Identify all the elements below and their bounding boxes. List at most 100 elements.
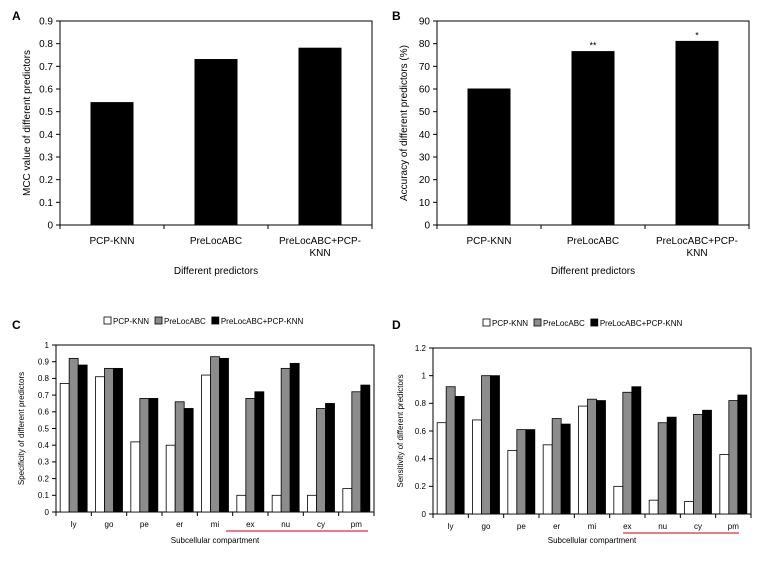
bar-go-prelocabc	[104, 367, 114, 513]
bar-pcp-knn	[90, 102, 134, 226]
bar-er-prelocabc	[174, 401, 185, 513]
bar-mi-pcp-knn	[578, 405, 588, 515]
bar-go-prelocabc	[481, 375, 491, 515]
x-tick-label: mi	[211, 520, 220, 529]
x-tick-label: ly	[71, 520, 77, 529]
bar-ly-pcp-knn	[59, 383, 70, 513]
y-tick-label: 0.9	[39, 17, 53, 28]
bar-cy-pcp-knn	[307, 494, 317, 513]
y-tick-label: 70	[419, 62, 431, 73]
bar-mi-pcp-knn	[201, 374, 211, 513]
bar-ex-prelocabc-pcp-knn	[254, 391, 265, 513]
legend-label: PreLocABC	[164, 317, 206, 326]
bar-er-prelocabc	[551, 418, 562, 515]
y-tick-label: 0.5	[39, 107, 53, 118]
y-tick-label: 0.8	[38, 374, 50, 383]
x-tick-label: pe	[517, 522, 526, 531]
bar-nu-pcp-knn	[271, 494, 282, 513]
bar-ex-prelocabc	[622, 391, 633, 515]
legend-swatch	[154, 316, 163, 325]
y-tick-label: 0.6	[415, 427, 427, 436]
y-tick-label: 0.3	[39, 153, 53, 164]
x-tick-label: cy	[317, 520, 325, 529]
bar-ly-prelocabc-pcp-knn	[454, 396, 465, 515]
bar-ex-pcp-knn	[613, 485, 624, 515]
x-tick-label: ex	[623, 522, 631, 531]
bar-nu-prelocabc-pcp-knn	[666, 416, 677, 515]
x-tick-label: pm	[351, 520, 362, 529]
y-tick-label: 90	[419, 17, 431, 28]
legend-label: PCP-KNN	[113, 317, 149, 326]
x-tick-label: go	[105, 520, 114, 529]
bar-pm-pcp-knn	[342, 488, 353, 513]
x-tick-label: cy	[694, 522, 702, 531]
x-axis-label: Different predictors	[174, 266, 258, 277]
bar-mi-prelocabc-pcp-knn	[219, 357, 229, 513]
bar-ex-prelocabc	[245, 398, 256, 513]
x-tick-label: pe	[140, 520, 149, 529]
y-tick-label: 10	[419, 198, 431, 209]
bar-ex-pcp-knn	[236, 494, 247, 513]
x-tick-label: PreLocABC	[567, 236, 619, 247]
legend-swatch	[533, 318, 542, 327]
bar-nu-pcp-knn	[648, 499, 659, 515]
y-tick-label: 0	[422, 510, 427, 519]
y-tick-label: 0.2	[38, 474, 50, 483]
legend-label: PreLocABC	[543, 319, 585, 328]
bar-pe-prelocabc-pcp-knn	[148, 398, 159, 513]
y-axis-label: Specificity of different predictors	[17, 372, 26, 485]
legend-swatch	[103, 316, 112, 325]
x-tick-label: PreLocABC+PCP-	[279, 236, 361, 247]
panel-label: D	[392, 318, 401, 332]
y-tick-label: 0.7	[39, 62, 53, 73]
bar-pe-prelocabc	[516, 429, 527, 515]
y-tick-label: 0	[45, 508, 50, 517]
bar-er-pcp-knn	[542, 444, 553, 515]
y-tick-label: 0.4	[39, 130, 53, 141]
significance-marker: **	[589, 41, 597, 51]
y-axis-label: Accuracy of different predictors (%)	[399, 45, 410, 201]
x-tick-label: PreLocABC+PCP-	[656, 236, 738, 247]
x-tick-label: KNN	[309, 248, 330, 259]
x-tick-label: go	[482, 522, 491, 531]
bar-ex-prelocabc-pcp-knn	[631, 386, 642, 515]
y-tick-label: 0.4	[415, 454, 427, 463]
x-tick-label: PCP-KNN	[89, 236, 134, 247]
y-tick-label: 0.2	[415, 482, 427, 491]
y-tick-label: 1	[422, 371, 427, 380]
y-axis-label: Sensitivity of different predictors	[396, 374, 405, 487]
bar-pm-prelocabc-pcp-knn	[737, 394, 748, 515]
panel-label: A	[12, 9, 21, 23]
chart-panel-d: D 0 0.2 0.4 0.6 0.8 1 1.2 Sensitivity of differe…	[392, 318, 752, 545]
bar-go-prelocabc-pcp-knn	[490, 375, 500, 515]
bar-pcp-knn	[467, 88, 511, 226]
bar-cy-prelocabc-pcp-knn	[325, 403, 335, 513]
legend-label: PCP-KNN	[492, 319, 528, 328]
bar-go-prelocabc-pcp-knn	[113, 367, 123, 513]
y-tick-label: 0.5	[38, 424, 50, 433]
x-tick-label: pm	[728, 522, 739, 531]
bar-er-prelocabc-pcp-knn	[183, 408, 194, 513]
bar-go-pcp-knn	[472, 419, 482, 515]
bar-cy-prelocabc-pcp-knn	[702, 409, 712, 515]
x-tick-label: nu	[658, 522, 667, 531]
y-tick-label: 0.9	[38, 358, 50, 367]
x-tick-label: PreLocABC	[190, 236, 242, 247]
legend: PCP-KNN PreLocABC PreLocABC+PCP-KNN	[482, 318, 683, 328]
x-tick-label: ly	[448, 522, 454, 531]
bar-nu-prelocabc	[280, 367, 291, 513]
y-tick-label: 0	[47, 221, 53, 232]
y-tick-label: 0.4	[38, 441, 50, 450]
bar-pm-prelocabc	[728, 400, 739, 515]
bar-er-pcp-knn	[165, 444, 176, 513]
bar-go-pcp-knn	[95, 376, 105, 513]
bar-ly-pcp-knn	[436, 422, 447, 515]
chart-panel-a: A 0 0.1 0.2 0.3 0.4 0.5 0.6 0.7 0.8 0.9 MCC value o…	[12, 9, 373, 277]
bar-pm-pcp-knn	[719, 454, 730, 515]
y-tick-label: 0.1	[38, 491, 50, 500]
bar-prelocabc-pcp-knn	[675, 40, 719, 226]
legend-label: PreLocABC+PCP-KNN	[600, 319, 683, 328]
y-tick-label: 50	[419, 107, 431, 118]
x-tick-label: KNN	[686, 248, 707, 259]
y-tick-label: 30	[419, 153, 431, 164]
